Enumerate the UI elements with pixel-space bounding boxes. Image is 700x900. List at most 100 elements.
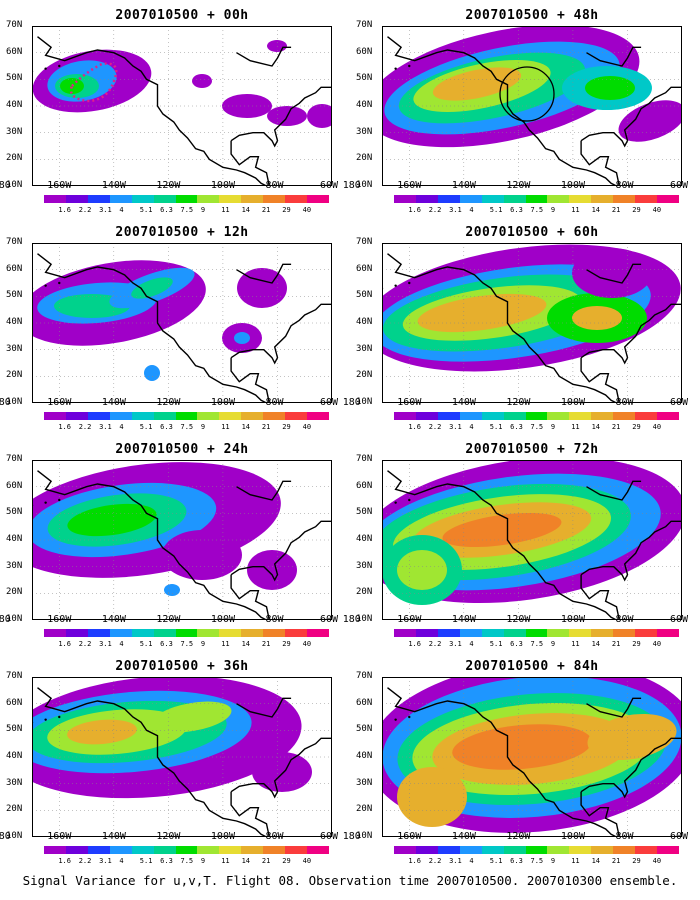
colorbar-label: 5.1 — [139, 423, 153, 431]
lat-tick-label: 60N — [6, 263, 23, 274]
colorbar-label: 1.6 — [58, 423, 71, 431]
colorbar-label: 29 — [282, 857, 291, 865]
variance-shading — [67, 719, 137, 745]
colorbar-swatch — [307, 629, 329, 637]
lon-tick-label: 160W — [397, 397, 422, 408]
lat-tick-label: 40N — [6, 751, 23, 761]
map-panel: 2007010500 + 12h 70N 60N 50N 40N 30N 20N 10N180… — [0, 225, 338, 435]
colorbar-swatch — [263, 629, 286, 637]
colorbar-label: 6.3 — [160, 206, 173, 214]
map-svg — [32, 460, 332, 620]
colorbar-label: 29 — [282, 206, 291, 214]
lat-tick-label: 10N — [6, 397, 23, 407]
colorbar-label: 40 — [302, 423, 312, 431]
variance-map — [32, 460, 332, 620]
colorbar-label: 40 — [302, 206, 312, 214]
colorbar-label: 2.2 — [428, 857, 442, 865]
colorbar-swatch — [569, 412, 592, 420]
colorbar-swatch — [153, 412, 176, 420]
lat-tick-label: 60N — [6, 46, 23, 57]
map-frame — [382, 460, 682, 620]
colorbar-swatch — [437, 846, 460, 854]
colorbar-label: 4 — [119, 640, 124, 648]
colorbar-swatch — [591, 629, 614, 637]
lon-tick-label: 180 — [342, 831, 361, 842]
lat-tick-label: 70N — [6, 671, 23, 681]
lon-tick-label: 120W — [156, 397, 181, 408]
lat-tick-label: 30N — [6, 343, 23, 354]
colorbar-label: 9 — [550, 640, 556, 648]
lat-tick-label: 70N — [6, 237, 23, 247]
colorbar — [394, 195, 679, 203]
lon-tick-label: 100W — [210, 614, 235, 625]
lat-tick-label: 20N — [356, 587, 373, 598]
colorbar-swatch — [263, 846, 286, 854]
colorbar-swatch — [613, 412, 636, 420]
colorbar-swatch — [481, 195, 504, 203]
lat-tick-label: 30N — [6, 126, 23, 137]
colorbar-label: 5.1 — [489, 423, 503, 431]
coastline — [586, 697, 642, 718]
lon-tick-label: 120W — [156, 180, 181, 191]
map-panel: 2007010500 + 36h 70N 60N 50N 40N 30N 20N 10N180… — [0, 659, 338, 869]
colorbar-label: 11 — [221, 206, 230, 214]
lat-tick-label: 20N — [6, 370, 23, 381]
lon-tick-label: 160W — [47, 614, 72, 625]
colorbar-swatch — [175, 846, 198, 854]
lon-tick-label: 140W — [451, 397, 476, 408]
lon-tick-label: 60W — [320, 831, 339, 842]
colorbar-label: 3.1 — [99, 423, 112, 431]
map-frame — [32, 460, 332, 620]
coastline — [230, 574, 270, 620]
colorbar-label: 40 — [652, 206, 662, 214]
colorbar-label: 3.1 — [99, 206, 112, 214]
colorbar-swatch — [459, 629, 482, 637]
coastline — [236, 697, 292, 718]
observation-circle-marker — [499, 66, 555, 122]
lon-tick-label: 180 — [0, 397, 11, 408]
map-frame — [32, 243, 332, 403]
colorbar-swatch — [219, 412, 242, 420]
lon-tick-label: 80W — [265, 831, 284, 842]
coastline — [230, 520, 332, 582]
coastline — [37, 253, 267, 403]
coastline — [580, 303, 682, 365]
colorbar-swatch — [569, 195, 592, 203]
colorbar-label: 4 — [119, 857, 124, 865]
colorbar-swatch — [197, 195, 220, 203]
colorbar-label: 29 — [632, 206, 641, 214]
variance-shading — [572, 248, 652, 298]
lat-tick-label: 30N — [6, 560, 23, 571]
colorbar-label: 6.3 — [160, 423, 173, 431]
lat-tick-label: 70N — [356, 20, 373, 30]
colorbar-swatch — [263, 195, 286, 203]
colorbar-label: 11 — [571, 423, 580, 431]
island — [408, 64, 411, 68]
lon-tick-label: 120W — [156, 831, 181, 842]
colorbar-label: 14 — [241, 206, 250, 214]
map-panel: 2007010500 + 48h 70N 60N 50N 40N 30N 20N 10N 180… — [343, 8, 688, 218]
lat-tick-label: 10N — [356, 831, 373, 841]
map-frame — [32, 26, 332, 186]
colorbar-swatch — [131, 846, 154, 854]
colorbar-label: 7.5 — [530, 423, 544, 431]
lon-tick-label: 80W — [265, 397, 284, 408]
island — [44, 67, 47, 70]
lat-tick-label: 70N — [6, 20, 23, 30]
colorbar-swatch — [285, 629, 308, 637]
coastline — [580, 140, 620, 186]
colorbar-label: 6.3 — [510, 206, 523, 214]
colorbar-swatch — [87, 846, 110, 854]
colorbar-label: 7.5 — [530, 857, 544, 865]
panel-title: 2007010500 + 00h — [115, 8, 249, 23]
lat-tick-label: 20N — [6, 804, 23, 815]
lat-tick-label: 50N — [356, 73, 373, 84]
colorbar-swatch — [44, 195, 66, 203]
colorbar-swatch — [394, 629, 416, 637]
colorbar-swatch — [415, 846, 438, 854]
coastline — [236, 480, 292, 501]
colorbar-label: 40 — [302, 857, 312, 865]
colorbar-label: 7.5 — [180, 423, 194, 431]
lon-tick-label: 80W — [265, 180, 284, 191]
colorbar-label: 21 — [261, 423, 271, 431]
